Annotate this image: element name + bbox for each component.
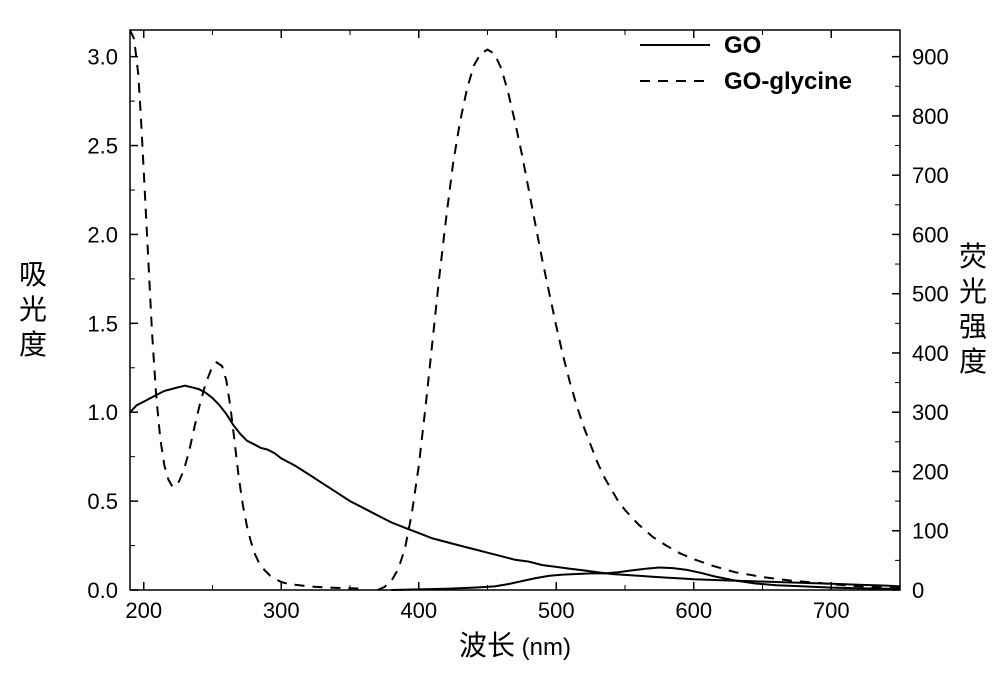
- x-tick-label: 700: [813, 598, 850, 623]
- yL-tick-label: 3.0: [87, 45, 118, 70]
- chart-container: 200 300 400 500 600 700 0.0 0.5 1.0 1.5 2.0 2.5 3.0 0…: [0, 0, 1000, 685]
- yR-tick-label: 500: [912, 282, 949, 307]
- x-tick-label: 300: [263, 598, 300, 623]
- x-tick-label: 400: [400, 598, 437, 623]
- series-go-glycine-emission: [378, 50, 901, 590]
- legend-label: GO: [724, 32, 761, 59]
- x-tick-label: 500: [538, 598, 575, 623]
- x-axis-label: 波长 (nm): [459, 630, 571, 662]
- yR-tick-label: 100: [912, 519, 949, 544]
- yR-tick-label: 600: [912, 222, 949, 247]
- yR-tick-label: 900: [912, 45, 949, 70]
- series-go-glycine-absorbance: [130, 30, 364, 589]
- yL-tick-label: 2.0: [87, 222, 118, 247]
- series-go-emission: [391, 568, 900, 591]
- series-go-absorbance: [130, 386, 900, 587]
- yR-tick-label: 700: [912, 163, 949, 188]
- y-right-label: 荧光强度: [958, 240, 988, 380]
- yL-tick-label: 0.0: [87, 578, 118, 603]
- yL-tick-label: 1.0: [87, 400, 118, 425]
- yR-tick-label: 200: [912, 459, 949, 484]
- yL-tick-label: 1.5: [87, 311, 118, 336]
- yR-tick-label: 300: [912, 400, 949, 425]
- y-left-label: 吸光度: [18, 258, 48, 363]
- yR-tick-label: 400: [912, 341, 949, 366]
- yL-tick-label: 2.5: [87, 134, 118, 159]
- yR-tick-label: 800: [912, 104, 949, 129]
- yL-tick-label: 0.5: [87, 489, 118, 514]
- spectral-chart: 200 300 400 500 600 700 0.0 0.5 1.0 1.5 2.0 2.5 3.0 0…: [0, 0, 1000, 685]
- x-tick-label: 600: [675, 598, 712, 623]
- x-tick-label: 200: [125, 598, 162, 623]
- plot-border: [130, 30, 900, 590]
- legend-label: GO-glycine: [724, 68, 852, 95]
- yR-tick-label: 0: [912, 578, 924, 603]
